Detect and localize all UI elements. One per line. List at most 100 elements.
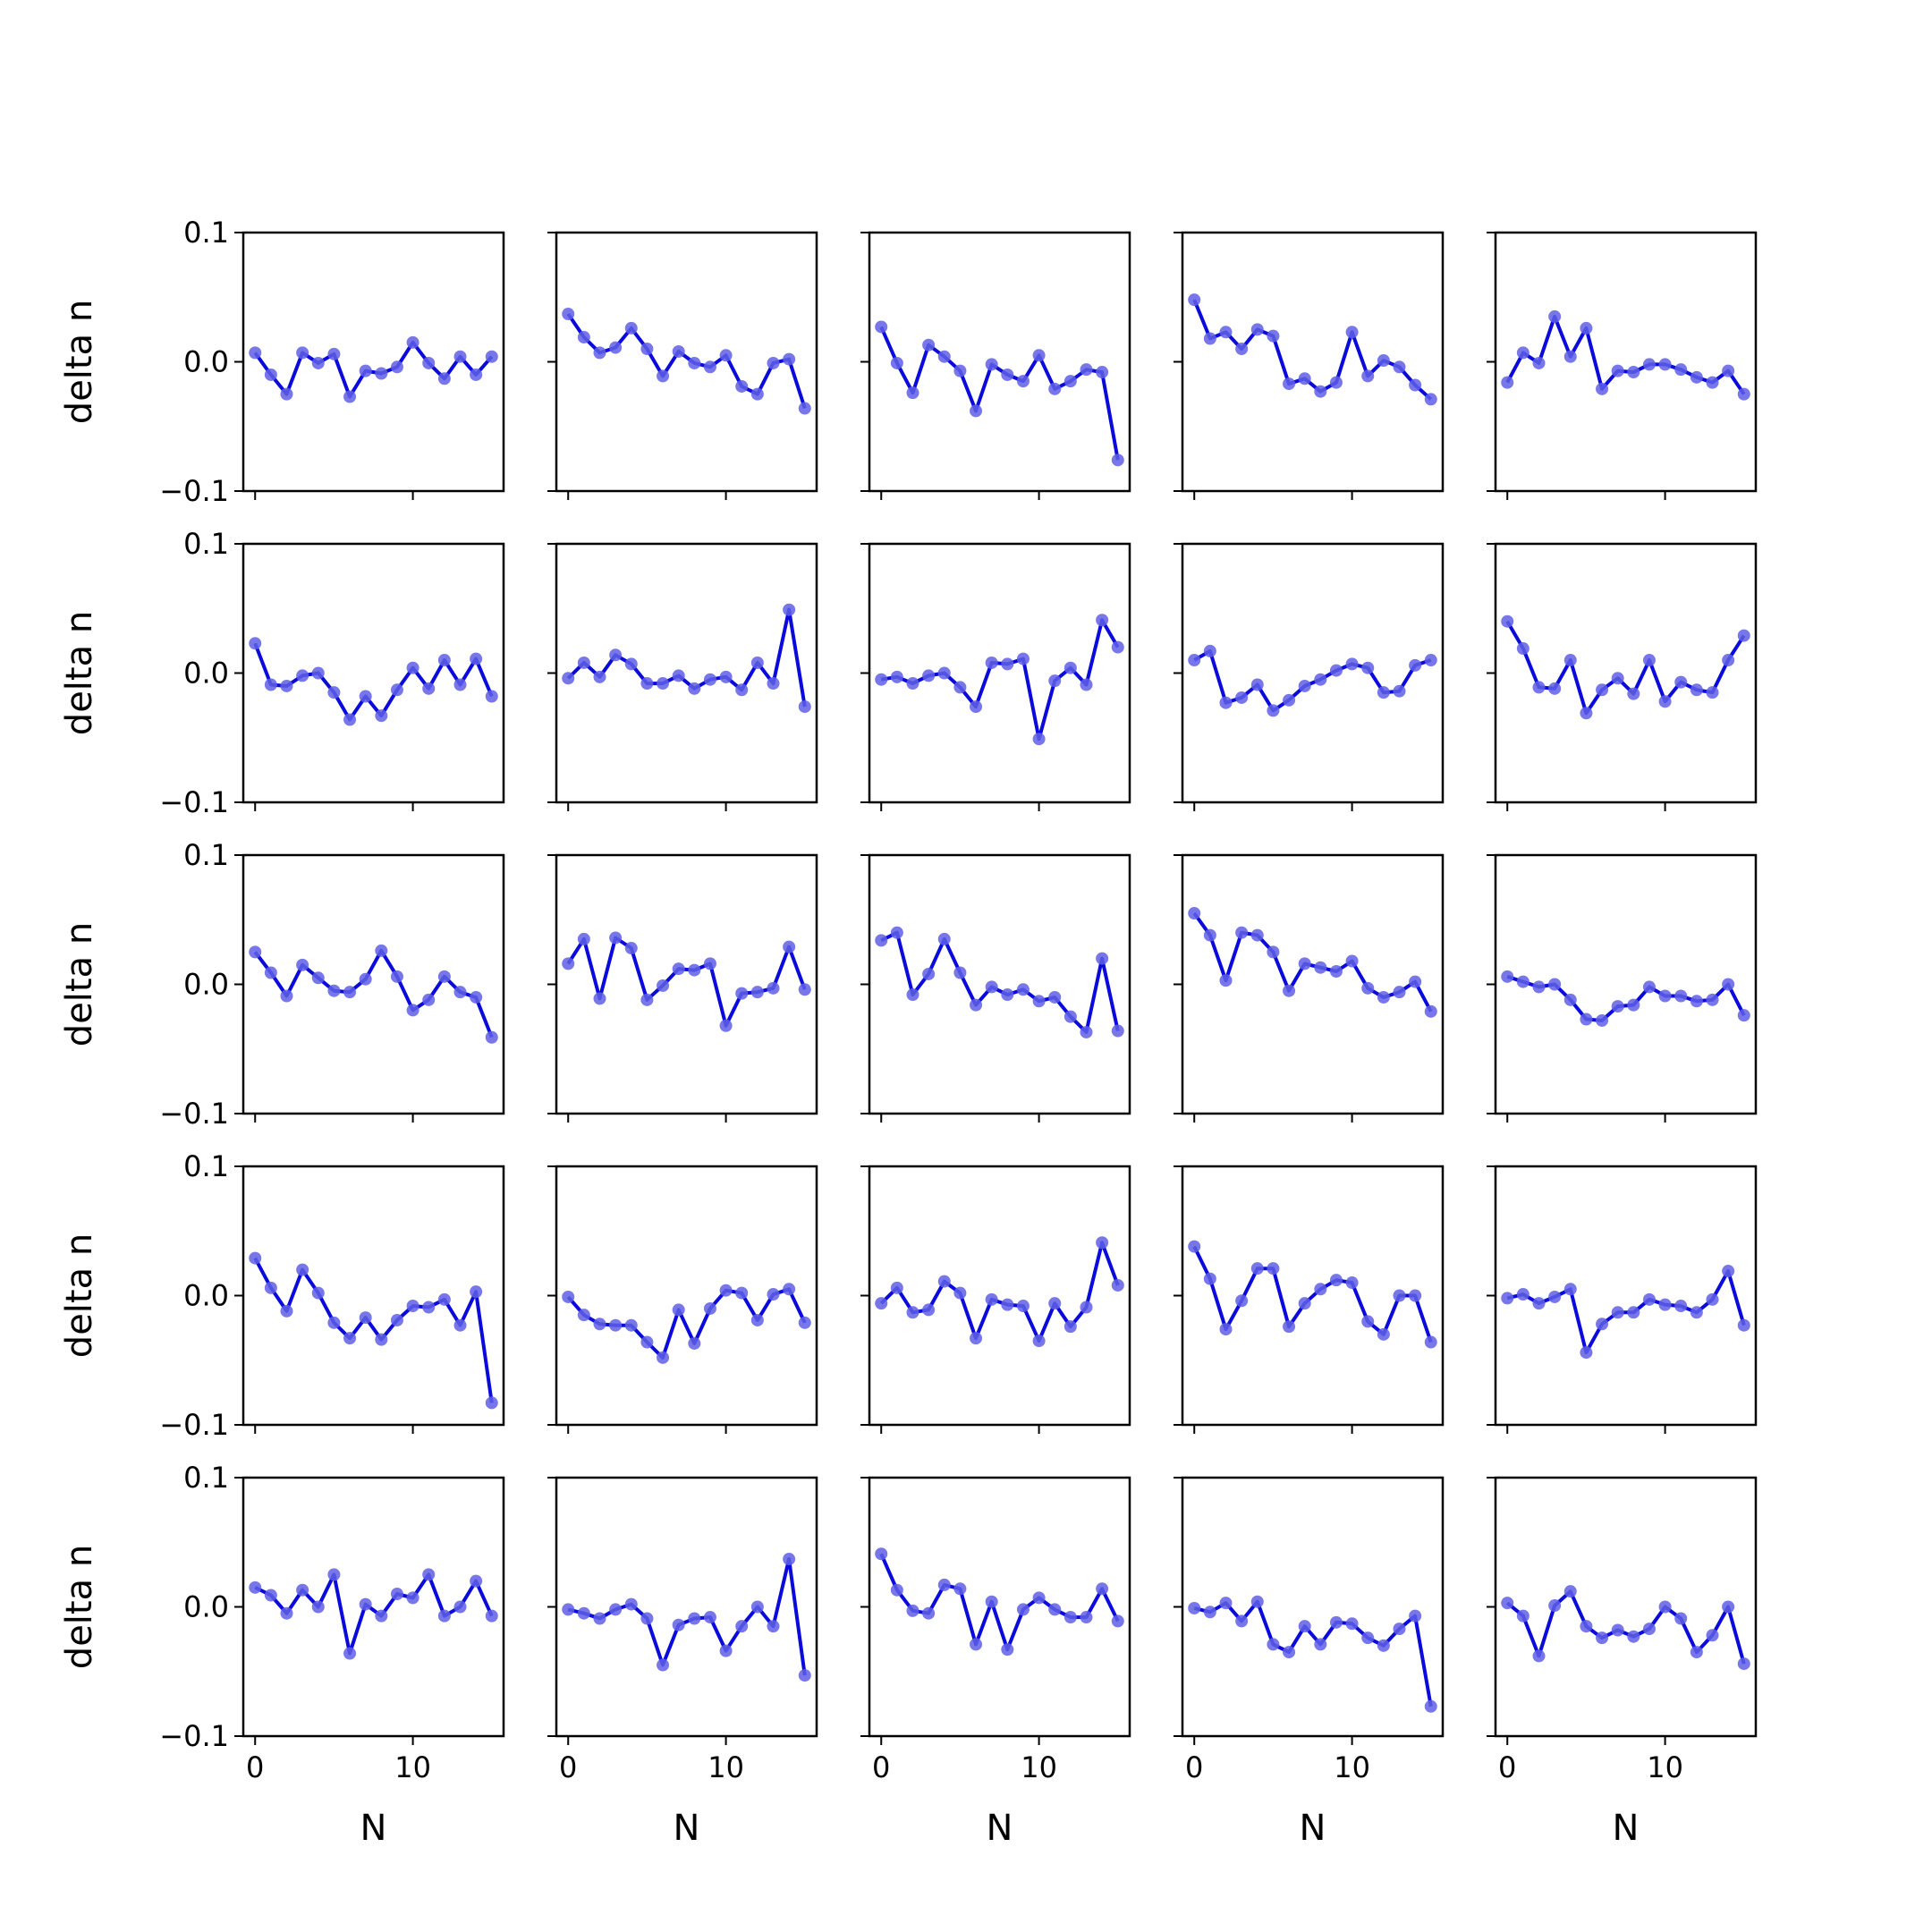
data-point xyxy=(906,988,919,1002)
series-line xyxy=(566,312,807,410)
series-line xyxy=(879,1553,1120,1652)
series-line xyxy=(253,340,494,399)
data-point xyxy=(562,1290,575,1303)
data-point xyxy=(296,958,309,971)
data-point xyxy=(1377,686,1390,699)
data-point xyxy=(1345,1276,1359,1290)
data-point xyxy=(1048,382,1062,395)
data-point xyxy=(359,972,372,986)
data-point xyxy=(1001,657,1014,671)
data-point xyxy=(485,690,498,703)
data-point xyxy=(1096,614,1109,627)
subplot-5-3: 0 10N xyxy=(860,1476,1131,1849)
data-point xyxy=(624,321,638,335)
data-point xyxy=(1188,654,1201,667)
data-point xyxy=(767,981,780,995)
data-point xyxy=(1203,644,1216,657)
data-point xyxy=(1548,1290,1562,1303)
data-point xyxy=(343,986,357,999)
data-point xyxy=(953,681,967,694)
data-point xyxy=(1596,1631,1609,1645)
data-point xyxy=(1188,907,1201,920)
data-point xyxy=(1580,707,1593,720)
data-point xyxy=(906,677,919,691)
data-point xyxy=(327,984,341,997)
data-point xyxy=(1063,1611,1077,1624)
data-point xyxy=(1080,678,1093,691)
data-point xyxy=(970,1332,983,1345)
y-tick-label: −0.1 xyxy=(159,785,229,819)
data-point xyxy=(970,1638,983,1651)
data-point xyxy=(485,1609,498,1623)
data-point xyxy=(640,1335,654,1349)
subplot-2-4 xyxy=(1174,542,1445,811)
axes-frame xyxy=(1181,231,1445,493)
data-point xyxy=(1283,693,1296,707)
data-point xyxy=(624,1318,638,1332)
data-point xyxy=(735,987,749,1000)
data-point xyxy=(640,343,654,356)
data-point xyxy=(719,1019,733,1032)
data-point xyxy=(1611,364,1624,377)
data-point xyxy=(1250,678,1264,691)
y-axis-label: delta n xyxy=(59,611,100,735)
data-point xyxy=(719,1284,733,1297)
data-point xyxy=(453,1318,467,1332)
data-point xyxy=(657,677,670,691)
data-point xyxy=(609,1318,623,1332)
data-point xyxy=(640,993,654,1006)
data-point xyxy=(485,1396,498,1410)
data-point xyxy=(311,971,325,985)
x-tick-label: 0 xyxy=(1185,1750,1203,1784)
data-point xyxy=(280,1304,293,1318)
data-point xyxy=(1580,1013,1593,1026)
data-point xyxy=(437,970,451,983)
series-line xyxy=(566,936,807,1028)
data-point xyxy=(437,1609,451,1623)
data-point xyxy=(1314,1638,1327,1651)
subplot-1-5 xyxy=(1487,231,1758,500)
data-point xyxy=(922,338,936,352)
x-tick-label: 10 xyxy=(394,1750,431,1784)
y-axis-label: delta n xyxy=(59,922,100,1046)
subplot-4-2 xyxy=(547,1165,818,1434)
data-point xyxy=(1642,654,1656,667)
data-point xyxy=(280,1606,293,1620)
subplot-4-5 xyxy=(1487,1165,1758,1434)
series-line xyxy=(566,607,807,708)
data-point xyxy=(657,1658,670,1672)
data-point xyxy=(953,966,967,979)
data-point xyxy=(890,1583,903,1597)
data-point xyxy=(1674,675,1688,689)
data-point xyxy=(327,347,341,360)
data-point xyxy=(406,335,419,349)
y-tick-label: 0.0 xyxy=(183,1590,229,1624)
y-tick-label: 0.1 xyxy=(183,1461,229,1495)
data-point xyxy=(1235,1294,1249,1308)
axes-frame xyxy=(1494,1476,1758,1738)
data-point xyxy=(470,652,483,665)
data-point xyxy=(311,666,325,680)
data-point xyxy=(1096,1236,1109,1250)
data-point xyxy=(1219,1597,1233,1610)
data-point xyxy=(1250,928,1264,942)
data-point xyxy=(609,648,623,662)
y-tick-label: 0.0 xyxy=(183,657,229,691)
data-point xyxy=(311,356,325,369)
data-point xyxy=(1737,387,1750,401)
data-point xyxy=(688,1612,701,1625)
y-tick-label: −0.1 xyxy=(159,474,229,508)
data-point xyxy=(359,1597,372,1611)
data-point xyxy=(937,1275,951,1288)
data-point xyxy=(624,942,638,955)
subplot-4-1: 0.1 0.0 −0.1 delta n xyxy=(59,1149,505,1442)
data-point xyxy=(767,677,780,691)
data-point xyxy=(1345,954,1359,968)
data-point xyxy=(1596,683,1609,697)
data-point xyxy=(1377,990,1390,1004)
data-point xyxy=(562,308,575,321)
data-point xyxy=(485,1030,498,1044)
data-point xyxy=(1548,978,1562,991)
data-point xyxy=(390,1313,403,1326)
data-point xyxy=(1516,1288,1530,1301)
